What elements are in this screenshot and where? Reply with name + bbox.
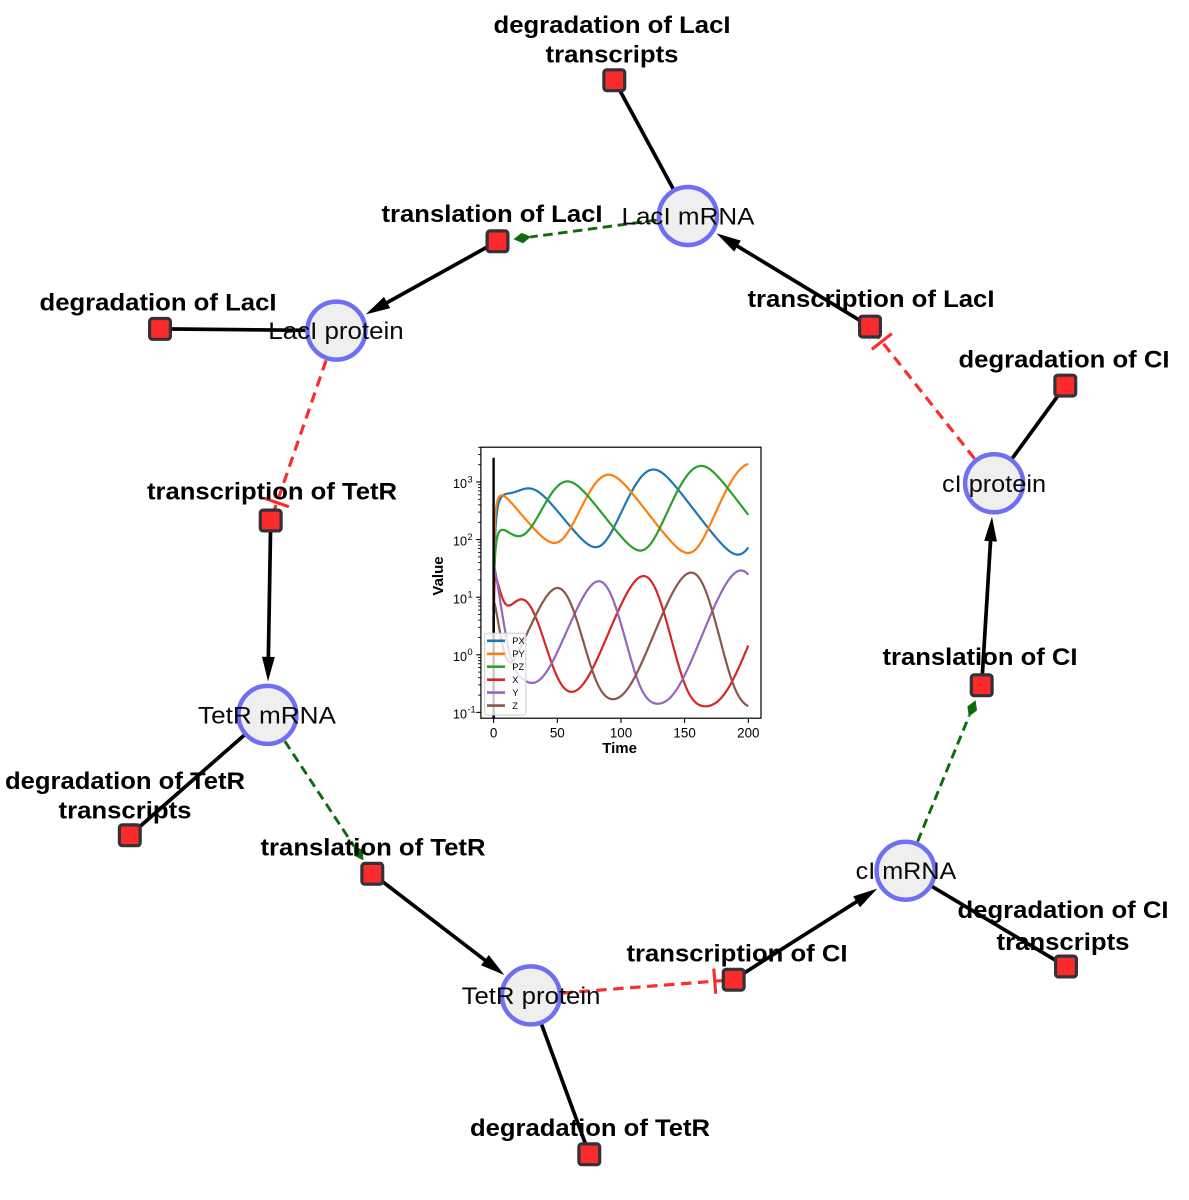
- svg-text:Value: Value: [430, 556, 447, 595]
- svg-text:-1: -1: [468, 705, 476, 715]
- svg-text:TetR protein: TetR protein: [462, 983, 601, 1010]
- svg-text:degradation of LacI: degradation of LacI: [494, 12, 731, 39]
- svg-text:1: 1: [468, 590, 473, 600]
- svg-text:100: 100: [610, 725, 632, 740]
- svg-text:3: 3: [468, 474, 473, 484]
- svg-text:10: 10: [453, 477, 467, 491]
- svg-text:transcription of CI: transcription of CI: [627, 940, 848, 967]
- svg-text:Y: Y: [512, 688, 518, 698]
- svg-text:transcripts: transcripts: [997, 929, 1130, 956]
- svg-text:transcription of TetR: transcription of TetR: [147, 478, 397, 505]
- svg-text:degradation of CI: degradation of CI: [959, 346, 1170, 373]
- svg-text:10: 10: [453, 535, 467, 549]
- svg-text:10: 10: [453, 592, 467, 606]
- svg-text:PY: PY: [512, 649, 524, 659]
- svg-text:Time: Time: [602, 740, 637, 757]
- svg-text:degradation of TetR: degradation of TetR: [470, 1115, 710, 1142]
- svg-text:cI protein: cI protein: [942, 471, 1046, 498]
- svg-text:0: 0: [490, 725, 497, 740]
- svg-text:X: X: [512, 675, 518, 685]
- svg-text:transcripts: transcripts: [59, 797, 192, 824]
- svg-text:translation of LacI: translation of LacI: [382, 201, 603, 228]
- svg-text:0: 0: [468, 647, 473, 657]
- svg-text:10: 10: [453, 708, 467, 722]
- svg-text:TetR mRNA: TetR mRNA: [198, 702, 336, 729]
- svg-text:2: 2: [468, 532, 473, 542]
- svg-text:LacI protein: LacI protein: [268, 318, 403, 345]
- svg-text:200: 200: [737, 725, 759, 740]
- svg-text:degradation of TetR: degradation of TetR: [5, 768, 245, 795]
- svg-text:degradation of CI: degradation of CI: [958, 897, 1169, 924]
- svg-text:Z: Z: [512, 701, 518, 711]
- svg-text:translation of TetR: translation of TetR: [261, 834, 486, 861]
- svg-text:150: 150: [673, 725, 695, 740]
- svg-text:10: 10: [453, 650, 467, 664]
- svg-text:translation of CI: translation of CI: [883, 644, 1078, 671]
- svg-text:degradation of LacI: degradation of LacI: [40, 289, 277, 316]
- svg-text:50: 50: [550, 725, 565, 740]
- svg-text:transcripts: transcripts: [546, 41, 679, 68]
- svg-text:cI mRNA: cI mRNA: [856, 858, 957, 885]
- svg-text:PX: PX: [512, 636, 524, 646]
- svg-text:transcription of LacI: transcription of LacI: [748, 286, 995, 313]
- svg-text:PZ: PZ: [512, 662, 524, 672]
- svg-text:LacI mRNA: LacI mRNA: [622, 204, 755, 231]
